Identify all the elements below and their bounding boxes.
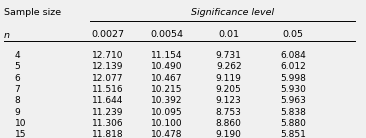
Text: 11.818: 11.818 <box>92 130 124 138</box>
Text: 15: 15 <box>15 130 26 138</box>
Text: Sample size: Sample size <box>4 8 61 17</box>
Text: 8.860: 8.860 <box>216 119 242 128</box>
Text: 9.119: 9.119 <box>216 74 242 83</box>
Text: 7: 7 <box>15 85 20 94</box>
Text: 5.851: 5.851 <box>280 130 306 138</box>
Text: 10: 10 <box>15 119 26 128</box>
Text: 5.880: 5.880 <box>280 119 306 128</box>
Text: 12.139: 12.139 <box>92 62 124 71</box>
Text: 0.01: 0.01 <box>218 30 239 39</box>
Text: 9.123: 9.123 <box>216 96 242 105</box>
Text: 12.710: 12.710 <box>92 51 124 60</box>
Text: 11.644: 11.644 <box>92 96 124 105</box>
Text: Significance level: Significance level <box>191 8 274 17</box>
Text: 9.205: 9.205 <box>216 85 242 94</box>
Text: 5.838: 5.838 <box>280 108 306 117</box>
Text: 5.998: 5.998 <box>280 74 306 83</box>
Text: 6.084: 6.084 <box>280 51 306 60</box>
Text: 9.262: 9.262 <box>216 62 242 71</box>
Text: 10.392: 10.392 <box>151 96 182 105</box>
Text: 4: 4 <box>15 51 20 60</box>
Text: 5.930: 5.930 <box>280 85 306 94</box>
Text: 10.490: 10.490 <box>151 62 182 71</box>
Text: 8.753: 8.753 <box>216 108 242 117</box>
Text: 9: 9 <box>15 108 20 117</box>
Text: 9.731: 9.731 <box>216 51 242 60</box>
Text: 0.05: 0.05 <box>282 30 303 39</box>
Text: 11.154: 11.154 <box>151 51 182 60</box>
Text: 10.215: 10.215 <box>151 85 182 94</box>
Text: 8: 8 <box>15 96 20 105</box>
Text: 9.190: 9.190 <box>216 130 242 138</box>
Text: 5: 5 <box>15 62 20 71</box>
Text: 12.077: 12.077 <box>92 74 124 83</box>
Text: 10.467: 10.467 <box>151 74 182 83</box>
Text: 6.012: 6.012 <box>280 62 306 71</box>
Text: 11.306: 11.306 <box>92 119 124 128</box>
Text: 10.095: 10.095 <box>151 108 182 117</box>
Text: 0.0054: 0.0054 <box>150 30 183 39</box>
Text: 11.516: 11.516 <box>92 85 124 94</box>
Text: 6: 6 <box>15 74 20 83</box>
Text: 10.100: 10.100 <box>151 119 182 128</box>
Text: 11.239: 11.239 <box>92 108 124 117</box>
Text: 10.478: 10.478 <box>151 130 182 138</box>
Text: n: n <box>4 31 10 40</box>
Text: 0.0027: 0.0027 <box>92 30 124 39</box>
Text: 5.963: 5.963 <box>280 96 306 105</box>
